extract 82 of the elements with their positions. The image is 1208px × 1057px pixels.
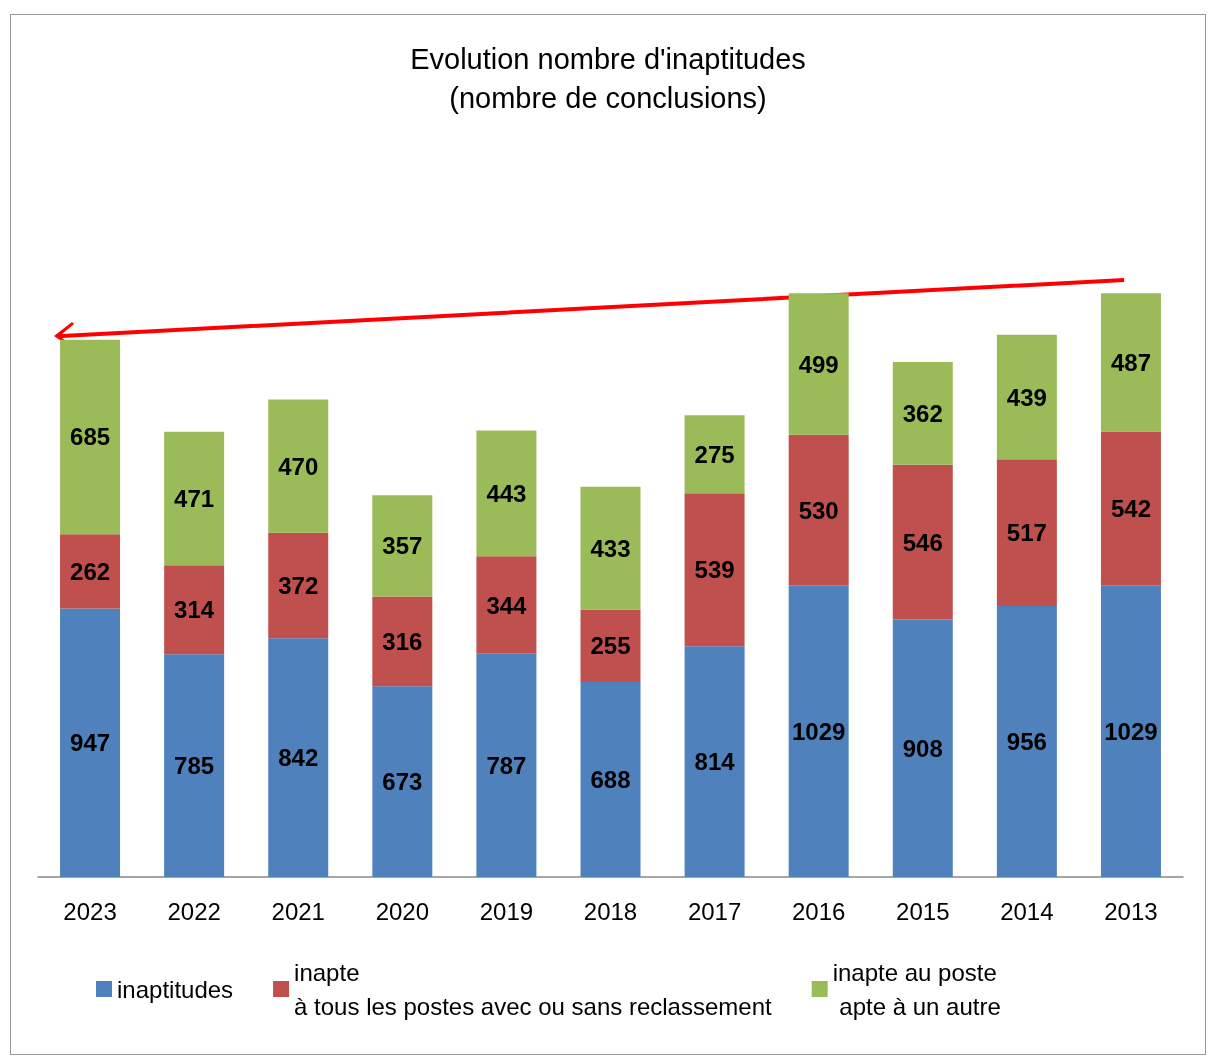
bar: [60, 608, 121, 877]
bar: [996, 334, 1057, 460]
bar: [164, 565, 225, 655]
x-tick-label: 2019: [479, 897, 534, 925]
bar: [60, 339, 121, 535]
data-label: 685: [70, 423, 111, 451]
bar: [268, 638, 329, 877]
data-label: 275: [694, 440, 735, 468]
data-label: 673: [382, 768, 423, 796]
x-tick-label: 2022: [167, 897, 221, 925]
x-tick-label: 2018: [583, 897, 638, 925]
data-label: 314: [174, 596, 215, 624]
bar: [372, 596, 433, 687]
chart-subtitle: (nombre de conclusions): [449, 81, 767, 114]
bar: [788, 293, 849, 435]
x-tick-label: 2021: [271, 897, 325, 925]
bar: [372, 686, 433, 877]
bar: [996, 459, 1057, 606]
data-label: 842: [278, 744, 319, 772]
data-label: 546: [902, 528, 943, 556]
bar: [476, 430, 537, 557]
data-label: 439: [1006, 383, 1047, 411]
bar: [788, 434, 849, 586]
bar: [60, 534, 121, 609]
data-label: 487: [1110, 348, 1151, 376]
data-label: 542: [1110, 494, 1151, 522]
bar: [1100, 293, 1161, 432]
data-label: 362: [902, 399, 943, 427]
data-label: 956: [1006, 727, 1047, 755]
bar: [1100, 585, 1161, 877]
data-label: 443: [486, 479, 527, 507]
bar: [268, 399, 329, 533]
data-label: 947: [70, 729, 111, 757]
data-label: 471: [174, 485, 215, 513]
data-label: 814: [694, 748, 736, 776]
data-label: 316: [382, 627, 423, 655]
data-label: 499: [798, 350, 839, 378]
bar: [476, 556, 537, 654]
bar: [1100, 431, 1161, 586]
x-tick-label: 2016: [791, 897, 846, 925]
data-label: 372: [278, 571, 319, 599]
x-tick-label: 2017: [687, 897, 742, 925]
x-tick-label: 2014: [1000, 897, 1054, 925]
x-tick-label: 2013: [1104, 897, 1158, 925]
bar: [580, 609, 641, 682]
bar: [164, 654, 225, 877]
bar: [892, 464, 953, 620]
data-label: 1029: [791, 717, 846, 745]
data-label: 1029: [1104, 717, 1158, 745]
bar: [996, 605, 1057, 877]
x-tick-label: 2023: [63, 897, 117, 925]
data-label: 255: [590, 632, 631, 660]
bar: [476, 653, 537, 877]
data-label: 517: [1006, 519, 1047, 547]
bar: [268, 532, 329, 639]
x-tick-label: 2015: [896, 897, 950, 925]
data-label: 787: [486, 751, 527, 779]
bar: [684, 415, 745, 494]
data-label: 530: [798, 496, 839, 524]
data-label: 539: [694, 556, 735, 584]
bar: [580, 681, 641, 877]
data-label: 262: [70, 557, 111, 585]
legend-label: inapte au poste apte à un autre: [832, 958, 1001, 1020]
chart-title: Evolution nombre d'inaptitudes: [410, 42, 806, 75]
data-label: 470: [278, 452, 319, 480]
bar: [684, 493, 745, 647]
bar: [892, 619, 953, 877]
legend-label: inaptitudes: [117, 975, 234, 1003]
bar: [372, 495, 433, 597]
bar: [788, 585, 849, 877]
data-label: 344: [486, 591, 528, 619]
x-tick-label: 2020: [375, 897, 430, 925]
data-label: 433: [590, 534, 631, 562]
bar: [580, 486, 641, 610]
legend-label: inapte à tous les postes avec ou sans reclassement: [294, 958, 772, 1020]
bar: [892, 361, 953, 465]
data-label: 785: [174, 752, 215, 780]
bar: [684, 646, 745, 877]
data-label: 908: [902, 734, 943, 762]
data-label: 688: [590, 765, 631, 793]
data-label: 357: [382, 532, 423, 560]
bar: [164, 431, 225, 566]
